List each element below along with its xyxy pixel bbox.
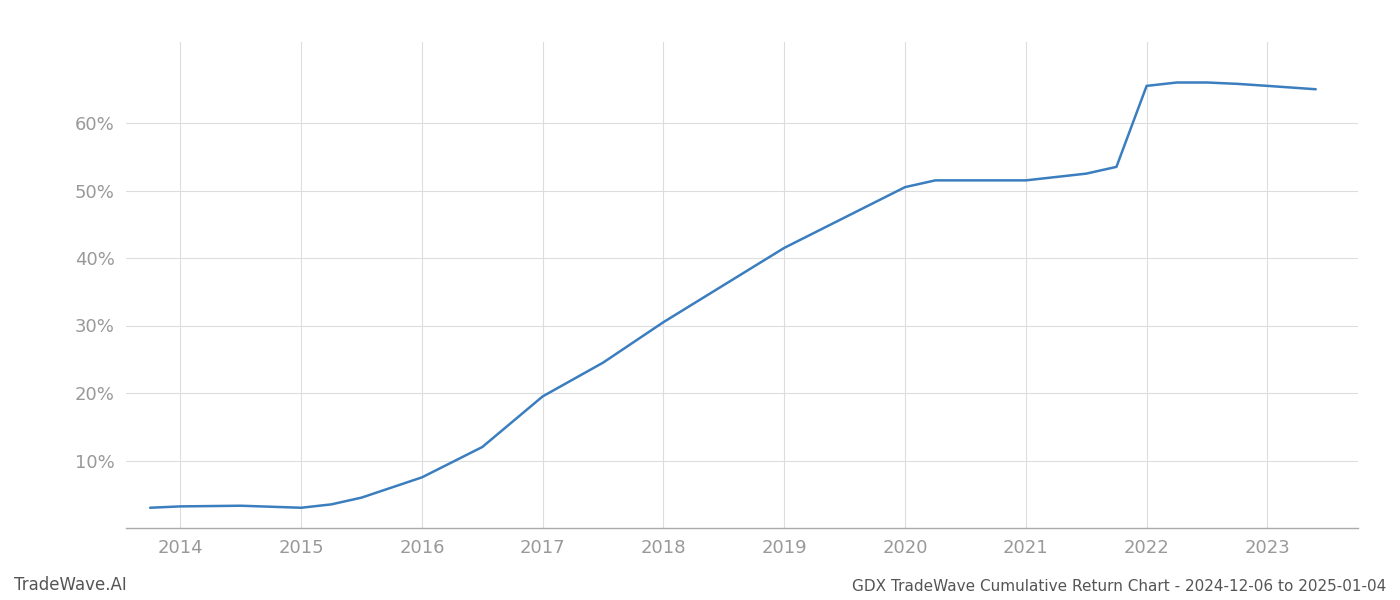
Text: GDX TradeWave Cumulative Return Chart - 2024-12-06 to 2025-01-04: GDX TradeWave Cumulative Return Chart - … (851, 579, 1386, 594)
Text: TradeWave.AI: TradeWave.AI (14, 576, 127, 594)
